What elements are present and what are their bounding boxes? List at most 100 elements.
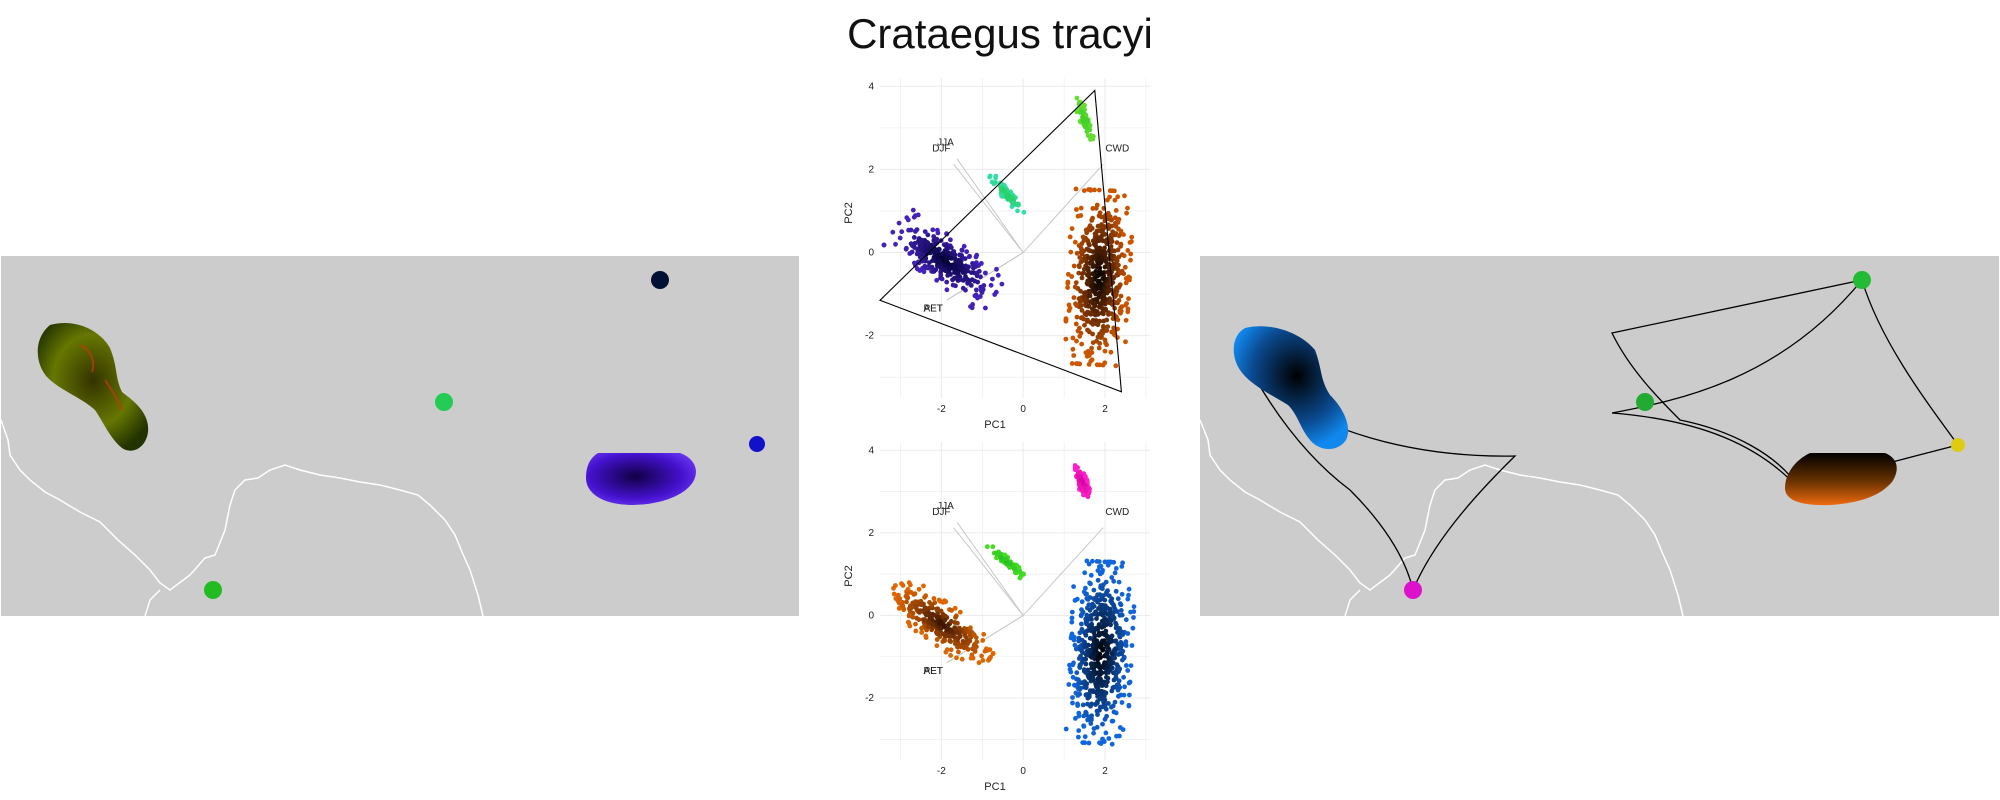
pca-bottom-point <box>1095 676 1101 682</box>
pca-bottom-point <box>1089 676 1095 682</box>
pca-top-point <box>1096 272 1102 278</box>
pca-top-point <box>1106 288 1111 294</box>
pca-top-point <box>893 241 898 247</box>
pca-bottom-point <box>1113 638 1119 644</box>
pca-bottom-point <box>1106 593 1112 599</box>
pca-bottom-point <box>1105 679 1110 685</box>
pca-bottom-point <box>1104 589 1109 595</box>
pca-bottom-point <box>1115 687 1121 693</box>
pca-bottom-point <box>1123 639 1129 645</box>
pca-bottom-point <box>908 590 914 595</box>
pca-top-point <box>934 248 940 254</box>
pca-top-point <box>896 220 902 226</box>
pca-bottom-point <box>1085 717 1090 723</box>
pca-top-point <box>1087 293 1093 299</box>
pca-bottom-point <box>1113 710 1119 716</box>
pca-bottom-point <box>1099 618 1105 624</box>
pca-top-point <box>917 268 923 273</box>
pca-bottom-vector-label-pet: PET <box>923 666 942 677</box>
pca-bottom-point <box>990 544 996 550</box>
pca-bottom-point <box>1080 740 1086 745</box>
pca-bottom-point <box>921 583 926 589</box>
pca-bottom-point <box>948 639 954 644</box>
pca-top-point <box>1112 215 1118 221</box>
pca-top-point <box>1100 276 1106 282</box>
pca-bottom-point <box>1111 559 1117 565</box>
pca-bottom-point <box>944 627 950 632</box>
pca-bottom-point <box>1091 730 1096 736</box>
pca-top-point <box>1097 290 1102 296</box>
pca-top-vector-djf <box>953 163 1024 253</box>
pca-bottom-point <box>1095 577 1101 583</box>
pca-bottom-point <box>948 653 953 658</box>
pca-bottom-point <box>1084 596 1090 601</box>
pca-top-point <box>923 239 929 245</box>
pca-top-point <box>1077 264 1082 270</box>
pca-bottom-point <box>899 602 905 608</box>
pca-top-point <box>1112 221 1118 226</box>
pca-bottom-point <box>1089 617 1094 622</box>
pca-bottom-point <box>1118 640 1124 645</box>
pca-top-point <box>988 282 994 288</box>
pca-top-point <box>1074 109 1080 115</box>
pca-top-point <box>1113 292 1119 297</box>
pca-bottom-point <box>1018 570 1023 576</box>
pca-top-point <box>972 278 978 284</box>
pca-top-point <box>1088 137 1093 142</box>
pca-bottom-point <box>1128 663 1134 668</box>
pca-bottom-point <box>1131 609 1137 614</box>
pca-bottom-point <box>957 643 963 648</box>
pca-top-point <box>959 247 965 253</box>
pca-bottom-point <box>1117 630 1123 636</box>
pca-top-point <box>1085 349 1091 354</box>
pca-top-point <box>904 215 910 221</box>
pca-top-point <box>1113 363 1119 369</box>
pca-top-point <box>1084 319 1090 324</box>
pca-bottom-point <box>1126 586 1132 592</box>
pca-bottom-point <box>1094 559 1100 564</box>
pca-bottom-point <box>981 631 987 637</box>
pca-bottom-point <box>1078 653 1083 659</box>
pca-bottom-point <box>1066 682 1072 687</box>
pca-bottom-point <box>1083 474 1088 479</box>
right-map-border-line-2 <box>1344 589 1361 617</box>
right-map-range-east-dot <box>1951 438 1965 452</box>
pca-bottom-point <box>1100 638 1105 644</box>
pca-top-point <box>969 270 974 275</box>
pca-top-point <box>1068 249 1074 255</box>
pca-bottom-point <box>1126 592 1131 598</box>
pca-top-point <box>977 294 983 299</box>
pca-top-point <box>1084 129 1090 135</box>
pca-bottom-y-tick-label: -2 <box>865 693 874 704</box>
pca-top-point <box>967 253 972 259</box>
pca-top-point <box>1074 250 1080 256</box>
pca-bottom-point <box>1099 683 1105 688</box>
pca-top-point <box>1116 254 1122 260</box>
pca-top-point <box>1096 187 1102 193</box>
pca-bottom-point <box>1112 699 1118 705</box>
pca-bottom-point <box>923 612 929 618</box>
pca-bottom-point <box>1085 701 1090 707</box>
pca-top-point <box>1065 285 1070 290</box>
pca-top-point <box>1086 255 1091 261</box>
pca-bottom-point <box>954 655 959 661</box>
pca-bottom-point <box>942 638 947 644</box>
pca-bottom-point <box>1094 638 1100 644</box>
pca-top-point <box>1081 238 1087 243</box>
pca-top-point <box>1085 272 1090 278</box>
pca-bottom-point <box>1111 610 1116 615</box>
pca-bottom-point <box>1089 672 1095 678</box>
pca-top-point <box>1090 331 1095 337</box>
pca-bottom-point <box>1115 596 1121 602</box>
pca-bottom-point <box>1071 660 1076 666</box>
pca-bottom-point <box>1106 670 1111 675</box>
pca-bottom-point <box>948 647 954 653</box>
pca-top-point <box>930 258 935 263</box>
pca-top-point <box>1085 133 1091 139</box>
pca-bottom-point <box>901 607 907 613</box>
pca-bottom-point <box>906 612 912 618</box>
pca-top-point <box>1065 281 1071 286</box>
pca-bottom-point <box>1091 668 1097 674</box>
pca-bottom-point <box>1079 637 1085 643</box>
pca-bottom-point <box>1076 728 1082 733</box>
